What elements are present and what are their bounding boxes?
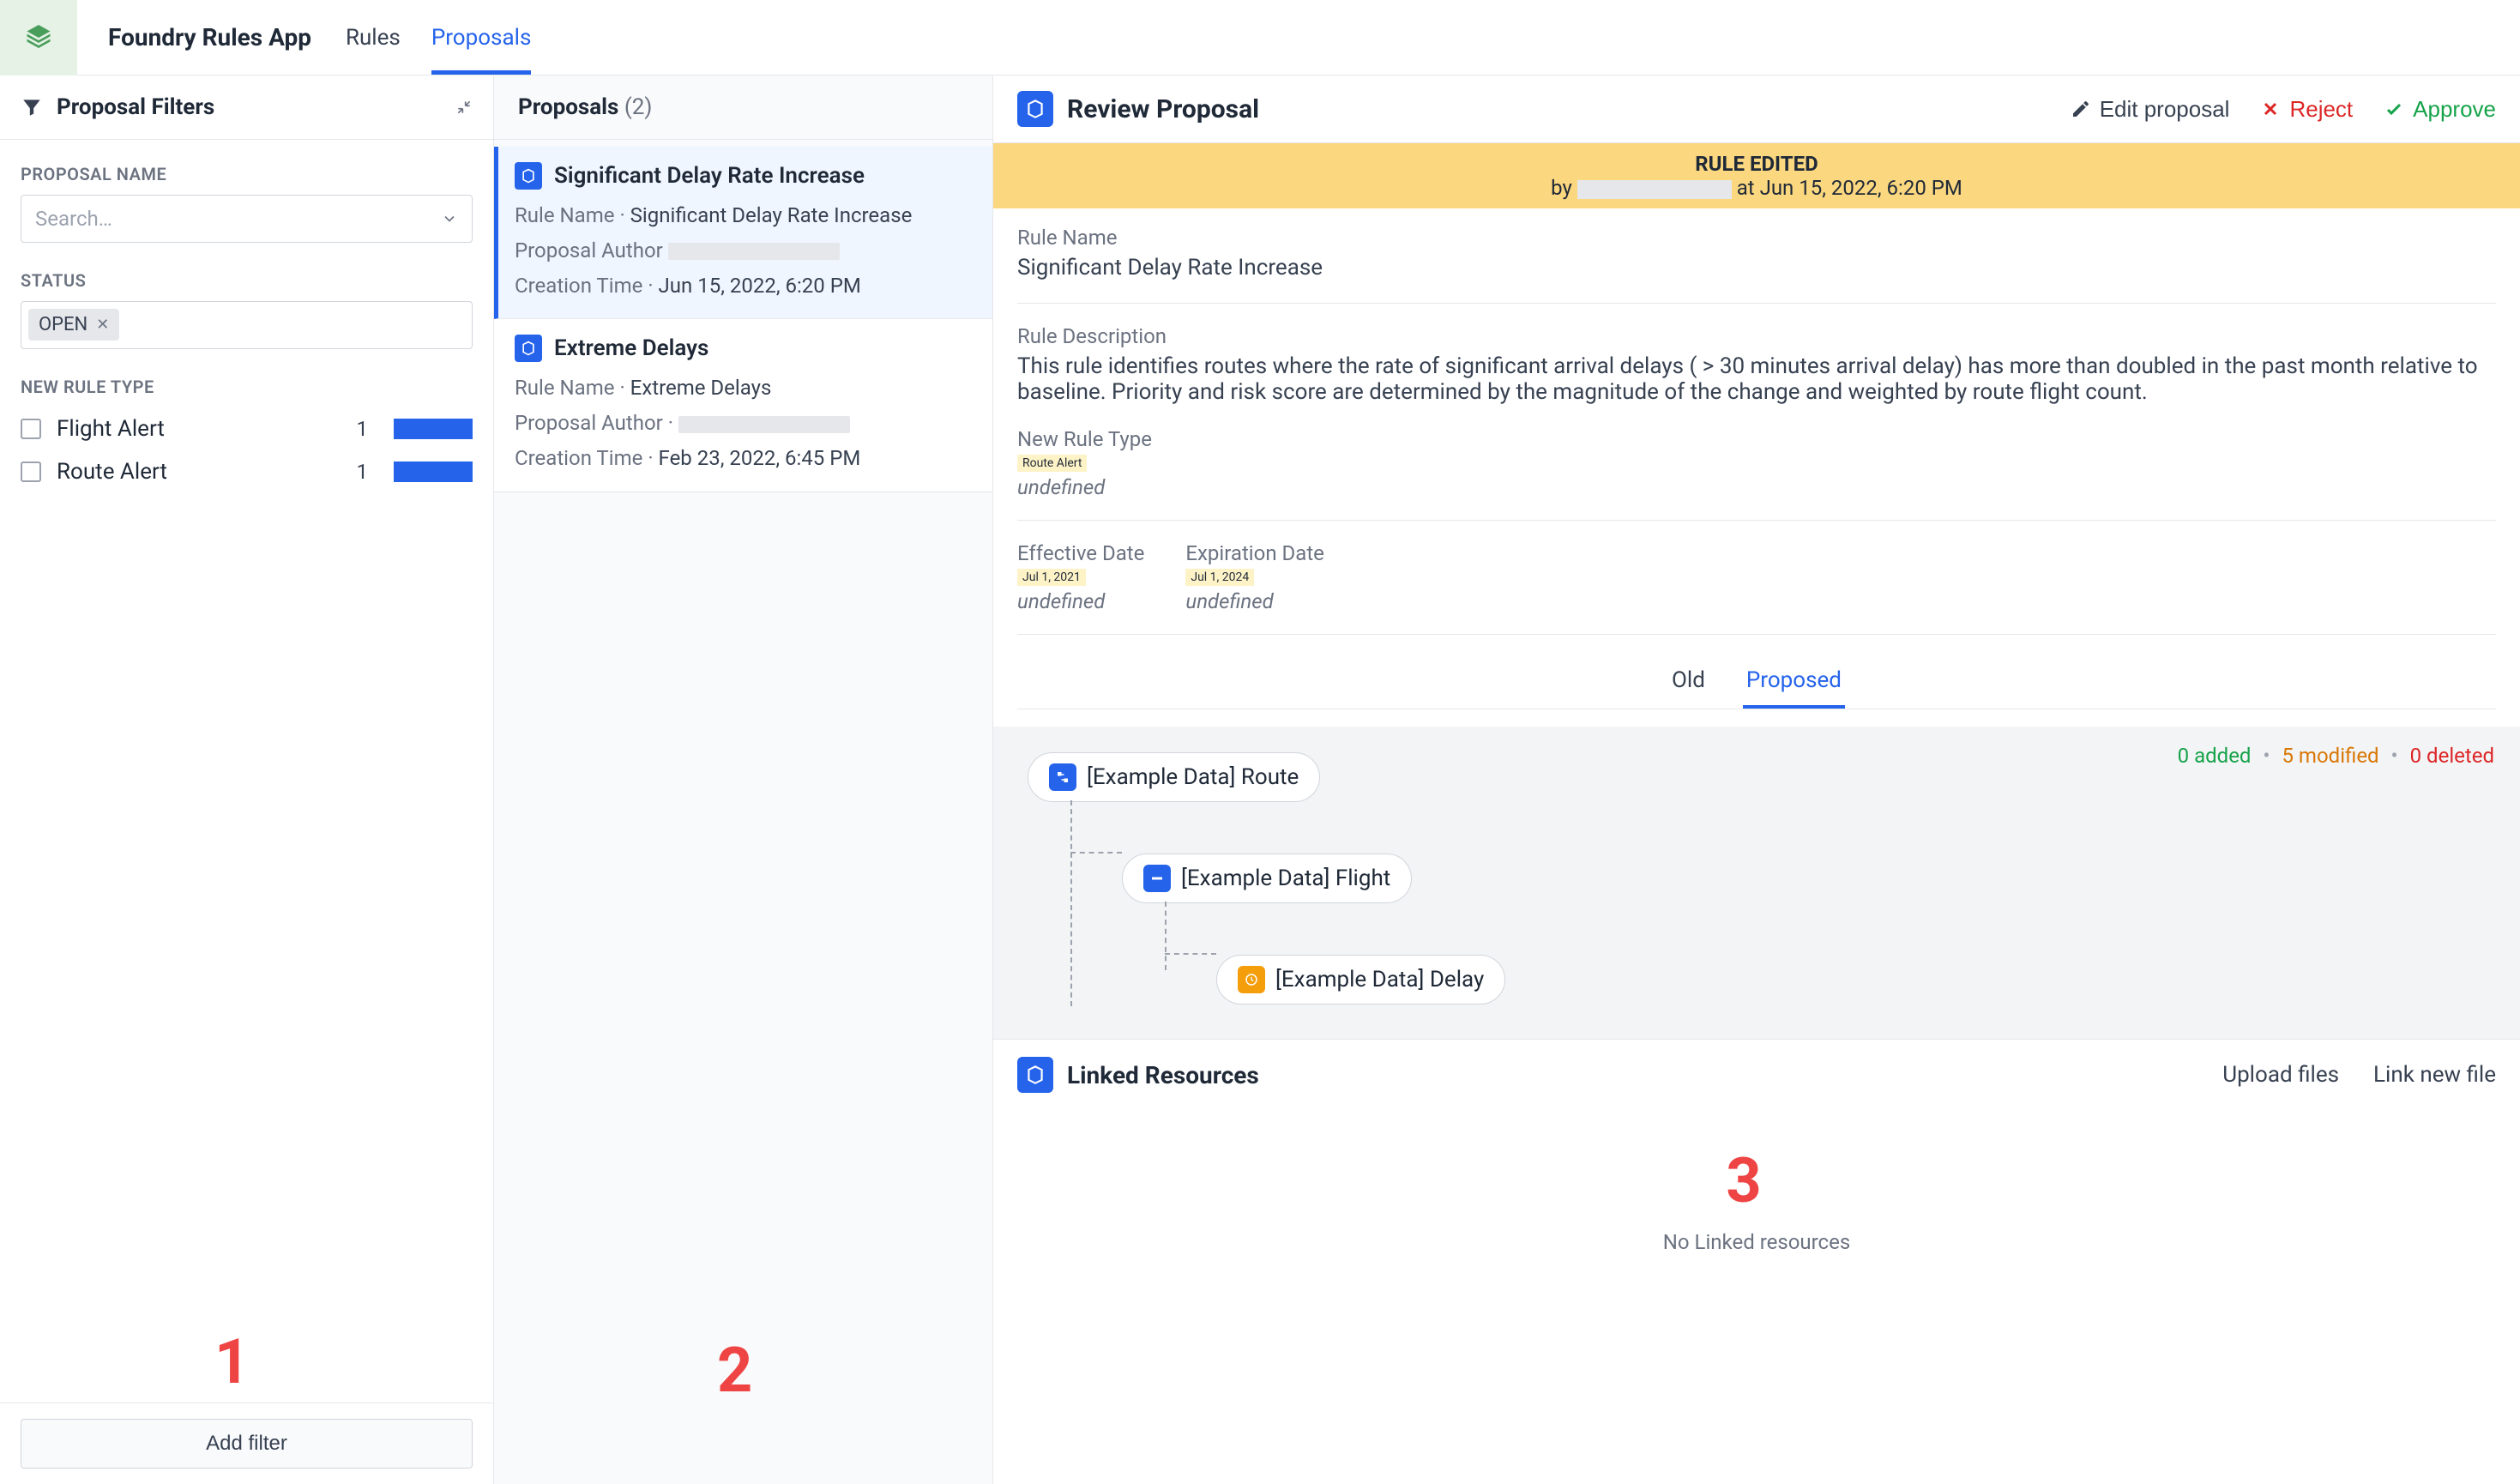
rule-edited-banner: RULE EDITED by at Jun 15, 2022, 6:20 PM: [993, 143, 2520, 208]
approve-button[interactable]: Approve: [2384, 96, 2496, 123]
proposals-panel: Proposals (2) Significant Delay Rate Inc…: [494, 75, 993, 1484]
proposals-list-header: Proposals (2): [494, 75, 992, 140]
flight-icon: [1143, 865, 1171, 892]
proposal-card[interactable]: Extreme Delays Rule Name · Extreme Delay…: [494, 319, 992, 492]
tree-node-delay[interactable]: [Example Data] Delay: [1216, 955, 1505, 1004]
redacted-author: [678, 416, 850, 433]
expiration-date-label: Expiration Date: [1185, 541, 1324, 565]
stack-icon: [23, 22, 54, 53]
linked-resources-title: Linked Resources: [1067, 1061, 1259, 1089]
effective-date-label: Effective Date: [1017, 541, 1144, 565]
rule-type-row: Flight Alert 1: [21, 407, 473, 450]
annotation-2: 2: [717, 1334, 752, 1407]
status-chip-open: OPEN ✕: [28, 309, 119, 341]
chip-remove-icon[interactable]: ✕: [96, 316, 109, 334]
effective-date-value: Jul 1, 2021: [1017, 569, 1086, 586]
pencil-icon: [2071, 99, 2091, 119]
app-logo: [0, 0, 77, 75]
cube-icon: [515, 162, 542, 190]
app-header: Foundry Rules App Rules Proposals: [0, 0, 2520, 75]
tab-proposed[interactable]: Proposed: [1743, 655, 1845, 709]
app-title: Foundry Rules App: [108, 23, 311, 51]
filter-panel: Proposal Filters PROPOSAL NAME Search… S…: [0, 75, 494, 1484]
tree-node-flight[interactable]: [Example Data] Flight: [1122, 854, 1412, 903]
top-nav: Rules Proposals: [346, 0, 531, 75]
rule-type-row: Route Alert 1: [21, 450, 473, 493]
rule-desc-value: This rule identifies routes where the ra…: [1017, 353, 2496, 405]
undefined-text: undefined: [1185, 589, 1324, 613]
filter-name-label: PROPOSAL NAME: [21, 164, 473, 184]
new-rule-type-value: Route Alert: [1017, 455, 1087, 472]
rule-type-count: 1: [357, 417, 369, 441]
cube-icon: [515, 335, 542, 362]
rule-type-label: Route Alert: [57, 459, 341, 485]
diff-tabs: Old Proposed: [1017, 655, 2496, 709]
rule-type-bar: [394, 461, 473, 482]
route-icon: [1049, 763, 1076, 791]
status-filter-input[interactable]: OPEN ✕: [21, 301, 473, 349]
review-panel: Review Proposal Edit proposal Reject App…: [993, 75, 2520, 1484]
undefined-text: undefined: [1017, 475, 2496, 499]
edit-proposal-button[interactable]: Edit proposal: [2071, 96, 2230, 123]
redacted-author: [668, 243, 840, 260]
filter-title: Proposal Filters: [57, 94, 214, 120]
checkbox-flight-alert[interactable]: [21, 419, 41, 439]
nav-proposals[interactable]: Proposals: [431, 0, 532, 75]
proposal-card[interactable]: Significant Delay Rate Increase Rule Nam…: [494, 147, 992, 319]
delay-icon: [1238, 966, 1265, 993]
link-new-file-button[interactable]: Link new file: [2373, 1062, 2496, 1088]
tree-node-route[interactable]: [Example Data] Route: [1028, 752, 1320, 802]
nav-rules[interactable]: Rules: [346, 0, 401, 75]
search-placeholder: Search…: [35, 207, 112, 231]
new-rule-type-label: New Rule Type: [1017, 427, 2496, 451]
rule-desc-label: Rule Description: [1017, 324, 2496, 348]
collapse-icon[interactable]: [455, 99, 473, 116]
undefined-text: undefined: [1017, 589, 1144, 613]
upload-files-button[interactable]: Upload files: [2222, 1062, 2339, 1088]
close-icon: [2260, 99, 2281, 119]
annotation-3: 3: [1726, 1144, 1761, 1217]
check-icon: [2384, 99, 2404, 119]
rule-tree: 0 added • 5 modified • 0 deleted [Exampl…: [993, 727, 2520, 1039]
filter-status-label: STATUS: [21, 270, 473, 291]
redacted-author: [1577, 180, 1732, 199]
review-title: Review Proposal: [1067, 94, 1259, 124]
rule-name-label: Rule Name: [1017, 226, 2496, 250]
cube-icon: [1017, 91, 1053, 127]
add-filter-button[interactable]: Add filter: [21, 1419, 473, 1469]
annotation-1: 1: [214, 1325, 250, 1398]
checkbox-route-alert[interactable]: [21, 461, 41, 482]
filter-icon: [21, 96, 43, 118]
rule-type-label: Flight Alert: [57, 416, 341, 442]
rule-type-bar: [394, 419, 473, 439]
proposal-name-search[interactable]: Search…: [21, 195, 473, 243]
rule-type-count: 1: [357, 460, 369, 484]
rule-name-value: Significant Delay Rate Increase: [1017, 255, 2496, 281]
reject-button[interactable]: Reject: [2260, 96, 2353, 123]
proposal-title: Significant Delay Rate Increase: [554, 163, 865, 189]
filter-ruletype-label: NEW RULE TYPE: [21, 377, 473, 397]
tab-old[interactable]: Old: [1668, 655, 1709, 709]
chevron-down-icon: [441, 210, 458, 227]
expiration-date-value: Jul 1, 2024: [1185, 569, 1254, 586]
proposal-title: Extreme Delays: [554, 335, 708, 361]
cube-icon: [1017, 1057, 1053, 1093]
linked-resources-section: Linked Resources Upload files Link new f…: [993, 1039, 2520, 1374]
